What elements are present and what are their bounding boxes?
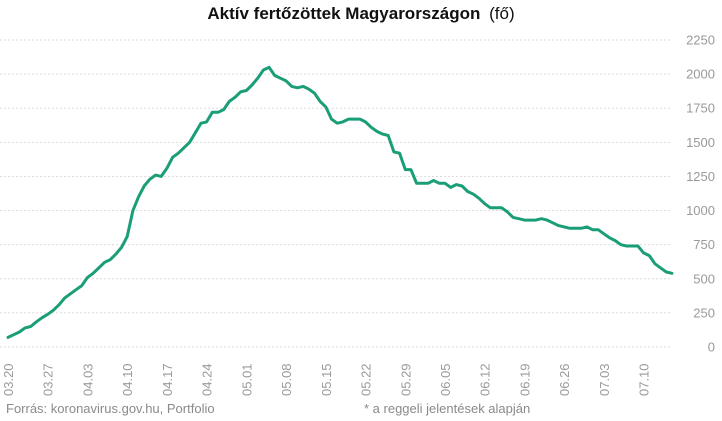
x-tick-label: 05.08 xyxy=(279,363,294,396)
x-tick-label: 05.29 xyxy=(398,363,413,396)
x-tick-label: 03.20 xyxy=(1,363,16,396)
y-tick-label: 500 xyxy=(693,271,715,286)
x-tick-label: 05.22 xyxy=(359,363,374,396)
y-tick-label: 2250 xyxy=(686,33,715,48)
chart-title: Aktív fertőzöttek Magyarországon xyxy=(207,4,481,23)
y-tick-label: 0 xyxy=(708,340,715,355)
grid-lines xyxy=(0,39,672,348)
x-axis-ticks: 03.20 03.27 04.03 04.10 04.17 04.24 05.01 05.08… xyxy=(1,363,652,396)
source-note: Forrás: koronavirus.gov.hu, Portfolio xyxy=(6,401,215,416)
x-tick-label: 06.26 xyxy=(557,363,572,396)
series-line-active-cases xyxy=(6,65,674,339)
y-tick-label: 250 xyxy=(693,305,715,320)
x-tick-label: 05.01 xyxy=(239,363,254,396)
x-tick-label: 04.17 xyxy=(160,363,175,396)
x-tick-label: 03.27 xyxy=(41,363,56,396)
x-tick-label: 07.10 xyxy=(637,363,652,396)
footnote: * a reggeli jelentések alapján xyxy=(364,401,531,416)
y-tick-label: 1000 xyxy=(686,203,715,218)
x-tick-label: 04.03 xyxy=(80,363,95,396)
chart-title-unit: (fő) xyxy=(489,4,515,23)
x-tick-label: 06.12 xyxy=(478,363,493,396)
y-tick-label: 2000 xyxy=(686,67,715,82)
x-tick-label: 07.03 xyxy=(597,363,612,396)
x-tick-label: 04.24 xyxy=(200,363,215,396)
x-tick-label: 06.19 xyxy=(517,363,532,396)
chart-title-row: Aktív fertőzöttek Magyarországon (fő) xyxy=(0,4,722,24)
y-tick-label: 750 xyxy=(693,237,715,252)
x-tick-label: 05.15 xyxy=(319,363,334,396)
x-tick-label: 06.05 xyxy=(438,363,453,396)
y-tick-label: 1250 xyxy=(686,169,715,184)
x-tick-label: 04.10 xyxy=(120,363,135,396)
y-tick-label: 1750 xyxy=(686,101,715,116)
y-tick-label: 1500 xyxy=(686,135,715,150)
series-layer xyxy=(6,65,674,339)
y-axis-ticks: 0 250 500 750 1000 1250 1500 1750 2000 2250 xyxy=(686,33,715,355)
